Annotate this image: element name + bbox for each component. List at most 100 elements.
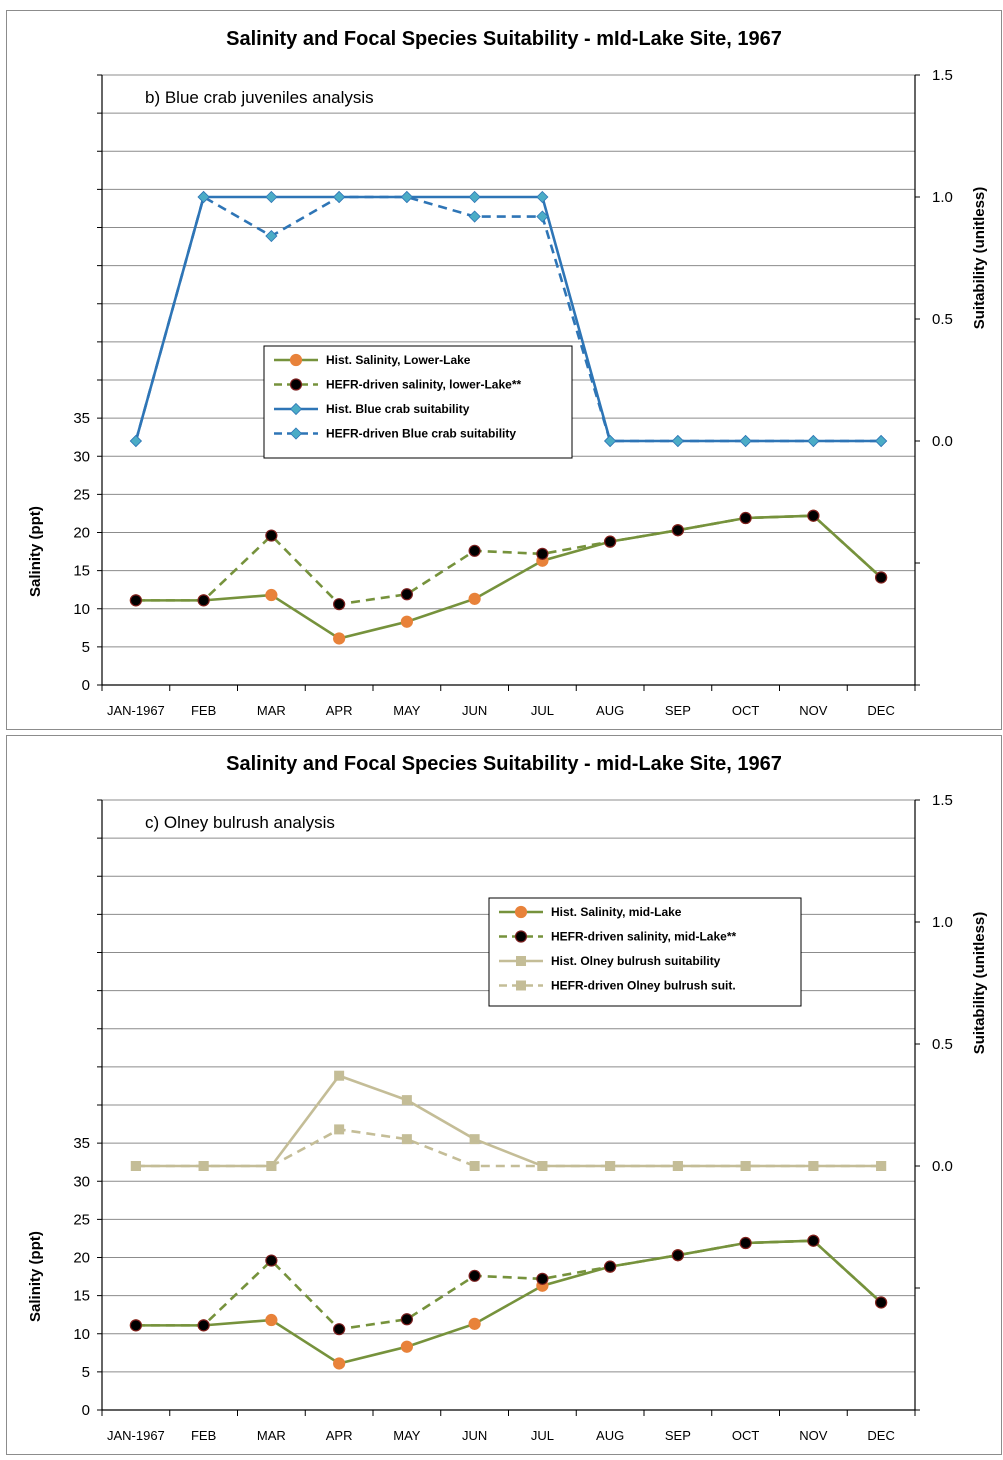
legend-label: Hist. Salinity, Lower-Lake xyxy=(326,353,471,367)
data-point xyxy=(197,1319,210,1332)
data-point xyxy=(468,544,481,557)
y-tick-label: 30 xyxy=(73,1173,90,1190)
data-point xyxy=(265,588,278,602)
data-point xyxy=(536,190,549,204)
series-0 xyxy=(129,509,888,645)
data-point xyxy=(537,1161,548,1171)
series-1 xyxy=(129,509,888,611)
legend-swatch-marker xyxy=(289,378,303,391)
x-tick-label: JUN xyxy=(462,1428,487,1443)
data-point xyxy=(265,1254,278,1267)
x-tick-label: JUL xyxy=(531,1428,554,1443)
data-point xyxy=(468,592,481,605)
x-tick-label: DEC xyxy=(867,1428,894,1443)
data-point xyxy=(401,1095,412,1106)
y2-axis-label: Suitability (unitless) xyxy=(971,912,988,1055)
data-point xyxy=(740,1161,751,1171)
x-tick-label: APR xyxy=(326,1428,353,1443)
x-tick-label: JAN-1967 xyxy=(107,1428,165,1443)
data-point xyxy=(265,229,278,243)
y2-tick-label: 0.0 xyxy=(932,433,953,450)
y-tick-label: 20 xyxy=(73,1250,90,1267)
data-point xyxy=(605,1161,616,1171)
data-point xyxy=(334,1124,345,1135)
y-tick-label: 0 xyxy=(82,1402,90,1419)
analysis-annotation: c) Olney bulrush analysis xyxy=(145,813,335,832)
analysis-annotation: b) Blue crab juveniles analysis xyxy=(145,88,374,107)
legend-label: Hist. Blue crab suitability xyxy=(326,402,470,416)
x-tick-label: FEB xyxy=(191,703,216,718)
x-tick-label: NOV xyxy=(799,703,828,718)
chart-panel-blue-crab: Salinity and Focal Species Suitability -… xyxy=(6,10,1002,730)
x-tick-label: OCT xyxy=(732,703,760,718)
x-tick-label: AUG xyxy=(596,703,624,718)
data-point xyxy=(604,535,617,548)
series-line xyxy=(135,514,883,640)
data-point xyxy=(333,632,346,645)
legend: Hist. Salinity, mid-Lake HEFR-driven sali… xyxy=(488,897,802,1007)
x-tick-label: JAN-1967 xyxy=(107,703,165,718)
series-3 xyxy=(129,190,888,448)
legend-label: Hist. Salinity, mid-Lake xyxy=(551,905,682,919)
data-point xyxy=(333,190,346,204)
data-point xyxy=(468,1317,481,1330)
chart-panel-olney-bulrush: Salinity and Focal Species Suitability -… xyxy=(6,735,1002,1455)
y-tick-label: 30 xyxy=(73,448,90,465)
y-tick-label: 0 xyxy=(82,677,90,694)
y-tick-label: 20 xyxy=(73,525,90,542)
data-point xyxy=(739,1236,752,1250)
series-0 xyxy=(129,1234,888,1370)
y-tick-label: 5 xyxy=(82,639,90,656)
x-tick-label: AUG xyxy=(596,1428,624,1443)
legend-label: HEFR-driven salinity, mid-Lake** xyxy=(551,930,736,944)
data-point xyxy=(468,190,481,204)
data-point xyxy=(197,594,210,607)
data-point xyxy=(333,1357,346,1370)
legend-swatch-marker xyxy=(516,956,526,966)
data-point xyxy=(807,509,820,522)
y-tick-label: 10 xyxy=(73,1326,90,1343)
data-point xyxy=(265,1313,278,1327)
y-tick-label: 25 xyxy=(73,1211,90,1228)
data-point xyxy=(400,1313,413,1326)
y-tick-label: 10 xyxy=(73,601,90,618)
legend-label: HEFR-driven Blue crab suitability xyxy=(326,427,516,441)
series-line xyxy=(135,514,883,606)
data-point xyxy=(671,434,684,448)
data-point xyxy=(468,1269,481,1282)
y-axis-label: Salinity (ppt) xyxy=(27,506,44,597)
data-point xyxy=(536,547,549,560)
chart-title: Salinity and Focal Species Suitability -… xyxy=(226,28,782,50)
data-point xyxy=(875,1296,888,1309)
data-point xyxy=(129,434,142,448)
y2-tick-label: 1.0 xyxy=(932,189,953,206)
data-point xyxy=(671,1249,684,1262)
y-tick-label: 5 xyxy=(82,1364,90,1381)
data-point xyxy=(876,1161,887,1171)
y-tick-label: 35 xyxy=(73,1135,90,1152)
data-point xyxy=(130,1161,141,1171)
x-tick-label: MAR xyxy=(257,703,286,718)
series-1 xyxy=(129,1234,888,1336)
x-tick-label: JUL xyxy=(531,703,554,718)
chart-blue-crab: Salinity and Focal Species Suitability -… xyxy=(27,28,988,718)
y-tick-label: 35 xyxy=(73,410,90,427)
y2-tick-label: 0.0 xyxy=(932,1158,953,1175)
data-point xyxy=(334,1070,345,1081)
data-point xyxy=(468,210,481,223)
data-point xyxy=(400,1340,413,1353)
chart-title: Salinity and Focal Species Suitability -… xyxy=(226,753,782,775)
data-point xyxy=(536,210,549,223)
x-tick-label: APR xyxy=(326,703,353,718)
data-point xyxy=(333,1323,346,1336)
x-tick-label: MAY xyxy=(393,703,421,718)
y-tick-label: 25 xyxy=(73,486,90,503)
y2-tick-label: 1.5 xyxy=(932,67,953,84)
data-point xyxy=(129,1319,142,1332)
series-line xyxy=(135,1239,883,1365)
data-point xyxy=(604,434,617,448)
data-point xyxy=(469,1161,480,1171)
legend-swatch-marker xyxy=(516,980,526,991)
legend-swatch-marker xyxy=(289,427,303,440)
data-point xyxy=(265,190,278,204)
